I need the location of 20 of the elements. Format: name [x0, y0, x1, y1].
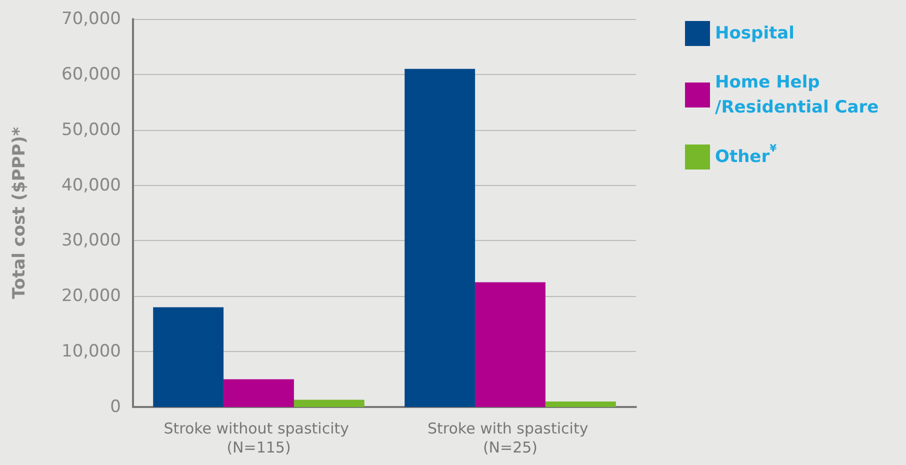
y-tick-label: 60,000 — [62, 64, 121, 84]
bar — [294, 400, 364, 407]
x-tick-label: Stroke with spasticity (N=25) — [428, 420, 593, 456]
y-tick-label: 50,000 — [62, 120, 121, 140]
y-tick-label: 0 — [110, 397, 121, 417]
y-tick-label: 70,000 — [62, 9, 121, 29]
y-tick-label: 10,000 — [62, 342, 121, 362]
y-tick-label: 20,000 — [62, 286, 121, 306]
legend-label: Hospital — [715, 24, 794, 44]
bar — [153, 307, 224, 407]
legend-label: Home Help /Residential Care — [715, 72, 879, 118]
y-tick-label: 30,000 — [62, 230, 121, 251]
bar — [475, 282, 546, 407]
bar — [545, 401, 616, 407]
bar — [224, 379, 294, 407]
y-tick-label: 40,000 — [62, 175, 121, 196]
bar — [404, 68, 476, 407]
x-tick-label: Stroke without spasticity (N=115) — [164, 420, 354, 456]
legend-label: Other¥ — [715, 144, 777, 167]
y-axis-title: Total cost ($PPP)* — [10, 126, 30, 299]
